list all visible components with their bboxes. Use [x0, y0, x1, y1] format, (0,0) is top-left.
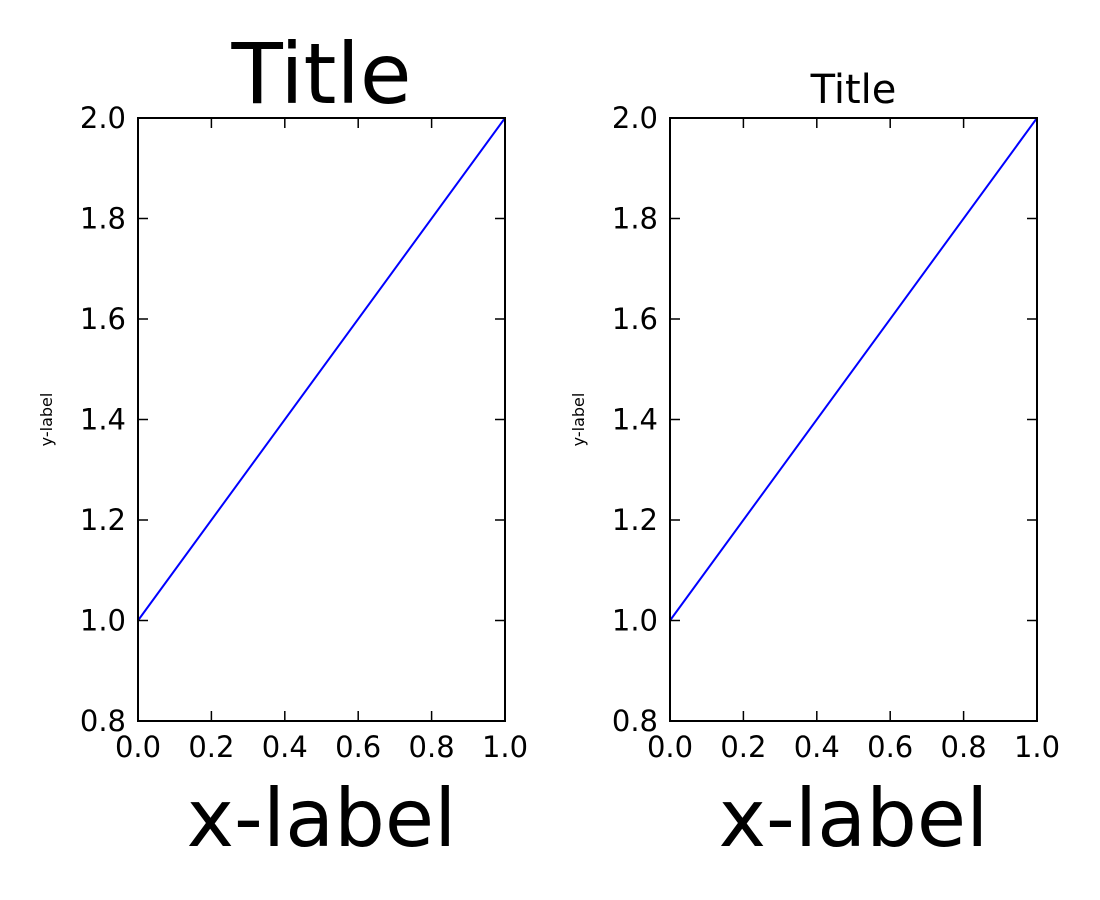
y-tick-label: 1.2	[612, 503, 658, 537]
x-axis-label: x-label	[719, 772, 989, 865]
x-tick-label: 0.6	[867, 730, 913, 764]
chart-title: Title	[230, 25, 411, 123]
y-tick-label: 0.8	[612, 704, 658, 738]
x-tick-label: 0.2	[188, 730, 234, 764]
x-tick-label: 0.0	[115, 730, 161, 764]
x-axis-label: x-label	[187, 772, 457, 865]
y-tick-label: 1.0	[612, 604, 658, 638]
y-tick-label: 2.0	[80, 101, 126, 135]
y-tick-label: 1.0	[80, 604, 126, 638]
plot-frame	[137, 117, 506, 722]
chart-1: 0.0 0.2 0.4 0.6 0.8 1.0 0.8 1.0 1.2 1.4 1.6 1.8 2.0 T…	[37, 25, 528, 865]
x-tick-label: 0.4	[794, 730, 840, 764]
x-tick-label: 0.6	[335, 730, 381, 764]
y-axis-label: y-label	[569, 393, 588, 447]
series-line	[669, 117, 1038, 622]
y-tick-label: 1.6	[612, 302, 658, 336]
series-line	[137, 117, 506, 622]
y-tick-label: 0.8	[80, 704, 126, 738]
chart-title: Title	[810, 67, 897, 113]
x-tick-label: 0.4	[262, 730, 308, 764]
y-tick-label: 1.8	[80, 202, 126, 236]
plot-frame	[669, 117, 1038, 722]
x-tick-label: 1.0	[1014, 730, 1060, 764]
x-tick-label: 1.0	[482, 730, 528, 764]
y-tick-label: 2.0	[612, 101, 658, 135]
y-tick-label: 1.4	[612, 403, 658, 437]
y-tick-label: 1.6	[80, 302, 126, 336]
x-tick-label: 0.8	[409, 730, 455, 764]
y-tick-label: 1.8	[612, 202, 658, 236]
x-tick-label: 0.0	[647, 730, 693, 764]
y-axis-label: y-label	[37, 393, 56, 447]
y-tick-label: 1.2	[80, 503, 126, 537]
x-tick-label: 0.8	[941, 730, 987, 764]
chart-2: 0.0 0.2 0.4 0.6 0.8 1.0 0.8 1.0 1.2 1.4 1.6 1.8 2.0 T…	[569, 67, 1060, 865]
y-tick-label: 1.4	[80, 403, 126, 437]
x-tick-label: 0.2	[720, 730, 766, 764]
